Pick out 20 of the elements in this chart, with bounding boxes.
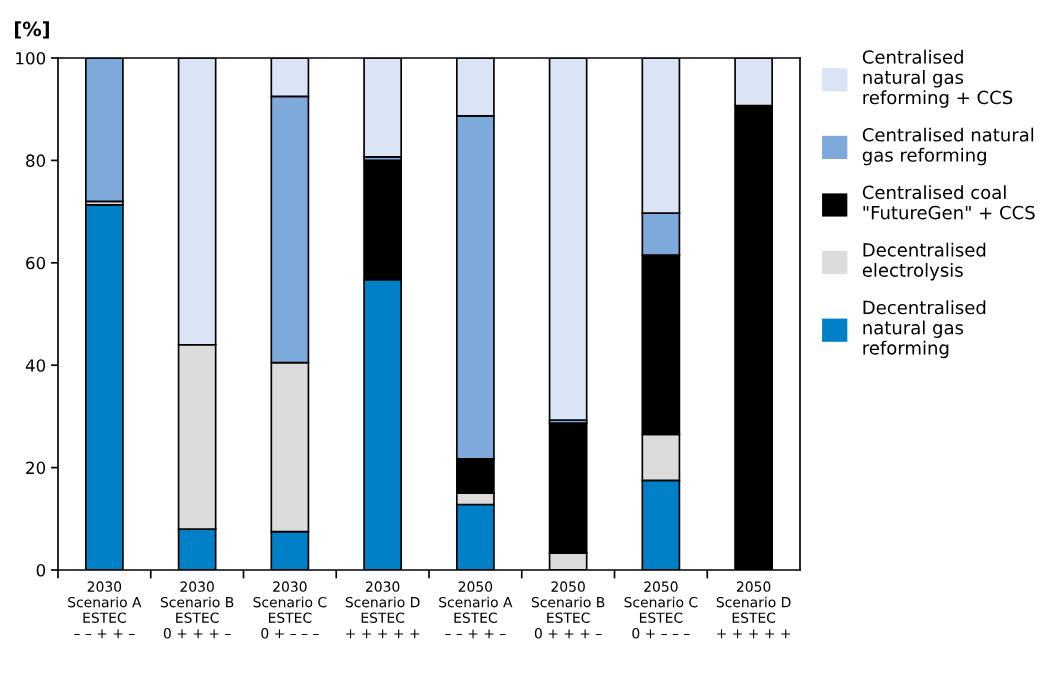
legend-label: Decentralised electrolysis — [862, 242, 986, 281]
legend-label: Centralised coal "FutureGen" + CCS — [862, 185, 1035, 220]
x-tick-label: 2050 Scenario C ESTEC 0 + – – – — [624, 581, 698, 639]
y-tick-label: 100 — [16, 51, 46, 65]
legend-label: Decentralised natural gas reforming — [863, 300, 986, 359]
x-tick-label: 2030 Scenario A ESTEC – – + + – — [68, 581, 142, 639]
x-tick-label: 2030 Scenario B ESTEC 0 + + + – — [160, 581, 234, 639]
y-tick-label: 80 — [26, 154, 46, 167]
x-tick-label: 2050 Scenario B ESTEC 0 + + + – — [531, 581, 605, 639]
y-tick-label: 40 — [25, 359, 46, 372]
x-tick-label: 2050 Scenario D ESTEC + + + + + — [716, 581, 791, 639]
x-tick-label: 2050 Scenario A ESTEC – – + + – — [439, 581, 513, 639]
y-tick-label: 60 — [26, 256, 46, 270]
y-tick-label: 0 — [36, 563, 46, 577]
y-axis-title: [%] — [14, 21, 49, 39]
legend-label: Centralised natural gas reforming — [862, 127, 1034, 166]
y-tick-label: 20 — [26, 461, 46, 475]
x-tick-label: 2030 Scenario C ESTEC 0 + – – – — [253, 581, 327, 639]
legend-label: Centralised natural gas reforming + CCS — [862, 49, 1013, 108]
x-tick-label: 2030 Scenario D ESTEC + + + + + — [345, 581, 420, 639]
